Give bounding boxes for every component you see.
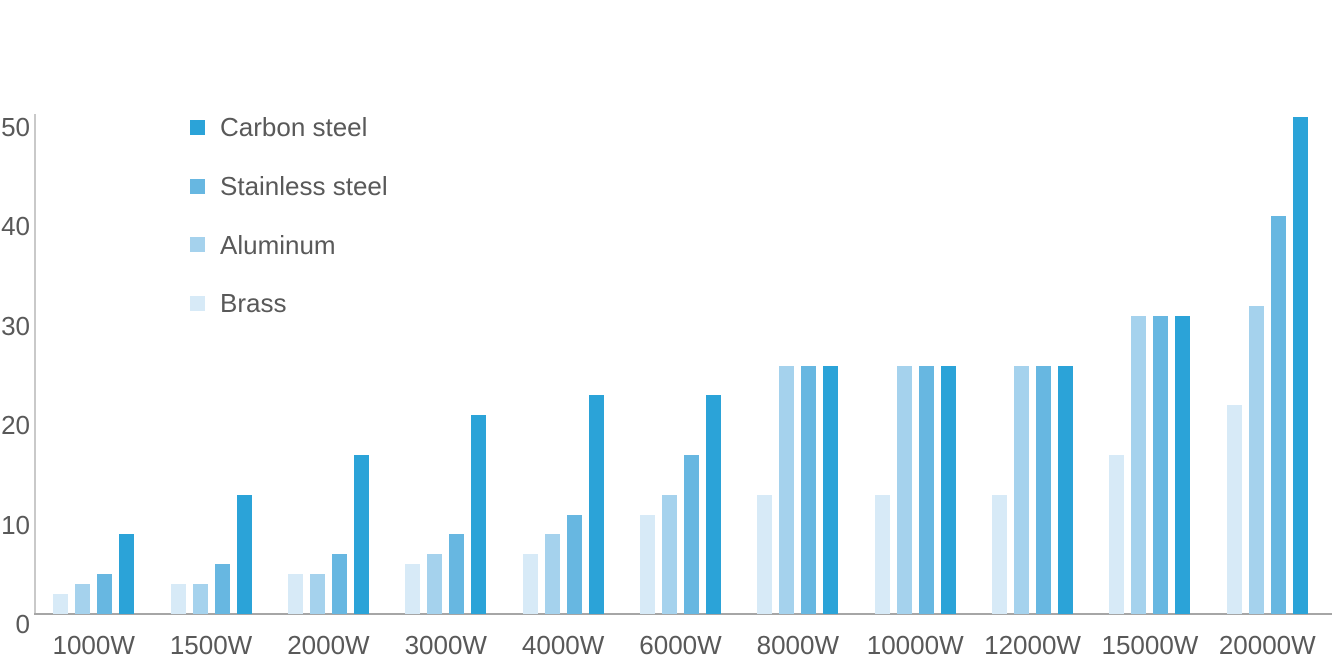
legend-label: Stainless steel <box>220 170 388 201</box>
legend-item-brass: Brass <box>190 288 286 319</box>
bar-brass-15000W <box>1109 454 1125 614</box>
bar-group-20000W <box>1209 114 1326 614</box>
bar-group-15000W <box>1091 114 1208 614</box>
bar-group-1500W <box>152 114 269 614</box>
bar-stainless-steel-8000W <box>801 365 817 614</box>
x-axis-line <box>34 613 1332 615</box>
bar-stainless-steel-4000W <box>566 514 582 614</box>
bar-brass-8000W <box>757 494 773 614</box>
legend-swatch-icon <box>190 178 205 194</box>
bar-aluminum-1500W <box>192 584 208 614</box>
bar-brass-12000W <box>992 494 1008 614</box>
legend-item-carbon-steel: Carbon steel <box>190 112 367 143</box>
bar-aluminum-10000W <box>896 365 912 614</box>
x-axis-tick-labels: 1000W 1500W 2000W 3000W 4000W 6000W 8000W 10000… <box>35 631 1326 660</box>
legend-item-aluminum: Aluminum <box>190 229 336 260</box>
x-axis-label-4000W: 4000W <box>521 630 605 660</box>
legend-item-stainless-steel: Stainless steel <box>190 171 388 202</box>
bar-brass-1500W <box>170 584 186 614</box>
bar-brass-10000W <box>874 494 890 614</box>
bar-group-10000W <box>857 114 974 614</box>
bar-stainless-steel-15000W <box>1153 315 1169 614</box>
y-axis-label-10: 10 <box>1 509 30 540</box>
bar-brass-3000W <box>405 564 421 614</box>
bar-carbon-steel-1000W <box>119 534 135 614</box>
y-axis-line <box>34 114 36 614</box>
bar-carbon-steel-15000W <box>1175 315 1191 614</box>
bar-aluminum-1000W <box>75 584 91 614</box>
y-axis-label-30: 30 <box>1 310 30 341</box>
bar-stainless-steel-3000W <box>449 534 465 614</box>
legend-swatch-icon <box>190 237 205 253</box>
bar-group-4000W <box>504 114 621 614</box>
x-axis-label-8000W: 8000W <box>756 630 840 660</box>
y-axis-label-50: 50 <box>1 112 30 142</box>
x-axis-label-20000W: 20000W <box>1218 630 1316 660</box>
bar-brass-4000W <box>522 554 538 614</box>
x-axis-label-1000W: 1000W <box>52 630 135 660</box>
bar-aluminum-6000W <box>661 494 677 614</box>
bar-stainless-steel-12000W <box>1036 365 1052 614</box>
x-axis-label-6000W: 6000W <box>639 630 722 660</box>
bar-carbon-steel-3000W <box>471 415 487 614</box>
bar-stainless-steel-6000W <box>683 454 699 614</box>
bar-aluminum-15000W <box>1131 315 1147 614</box>
bar-aluminum-4000W <box>544 534 560 614</box>
bar-carbon-steel-12000W <box>1058 365 1074 614</box>
bar-carbon-steel-6000W <box>705 395 721 614</box>
x-axis-label-12000W: 12000W <box>984 630 1081 660</box>
x-axis-label-2000W: 2000W <box>287 630 370 660</box>
y-axis-label-40: 40 <box>1 211 30 242</box>
y-axis-label-20: 20 <box>1 410 30 441</box>
bar-aluminum-12000W <box>1014 365 1030 614</box>
legend-label: Carbon steel <box>220 112 368 143</box>
bar-group-6000W <box>622 114 739 614</box>
x-axis-label-15000W: 15000W <box>1101 630 1199 660</box>
bar-carbon-steel-8000W <box>823 365 839 614</box>
legend-label: Brass <box>220 288 287 319</box>
bar-carbon-steel-10000W <box>940 365 956 614</box>
bar-aluminum-20000W <box>1248 305 1264 614</box>
bar-stainless-steel-2000W <box>331 554 347 614</box>
bar-brass-6000W <box>639 514 655 614</box>
bar-stainless-steel-1000W <box>97 574 113 614</box>
bar-group-12000W <box>974 114 1091 614</box>
bar-aluminum-8000W <box>779 365 795 614</box>
bar-brass-1000W <box>53 594 69 614</box>
x-axis-label-10000W: 10000W <box>866 630 964 660</box>
legend-label: Aluminum <box>220 229 336 260</box>
bar-group-1000W <box>35 114 152 614</box>
bar-carbon-steel-20000W <box>1292 117 1308 614</box>
bar-brass-2000W <box>287 574 303 614</box>
bar-stainless-steel-10000W <box>918 365 934 614</box>
legend-swatch-icon <box>190 120 205 135</box>
bar-carbon-steel-2000W <box>353 454 369 614</box>
bar-group-8000W <box>739 114 856 614</box>
bar-group-2000W <box>270 114 387 614</box>
bar-stainless-steel-20000W <box>1270 216 1286 614</box>
legend-swatch-icon <box>190 296 205 312</box>
bar-stainless-steel-1500W <box>214 564 230 614</box>
bar-brass-20000W <box>1226 405 1242 614</box>
y-axis-label-0: 0 <box>15 609 30 639</box>
x-axis-label-3000W: 3000W <box>404 630 487 660</box>
bar-carbon-steel-4000W <box>588 395 604 614</box>
x-axis-label-1500W: 1500W <box>169 630 253 660</box>
bar-carbon-steel-1500W <box>236 494 252 614</box>
bar-aluminum-3000W <box>427 554 443 614</box>
bar-aluminum-2000W <box>309 574 325 614</box>
bar-group-3000W <box>387 114 504 614</box>
